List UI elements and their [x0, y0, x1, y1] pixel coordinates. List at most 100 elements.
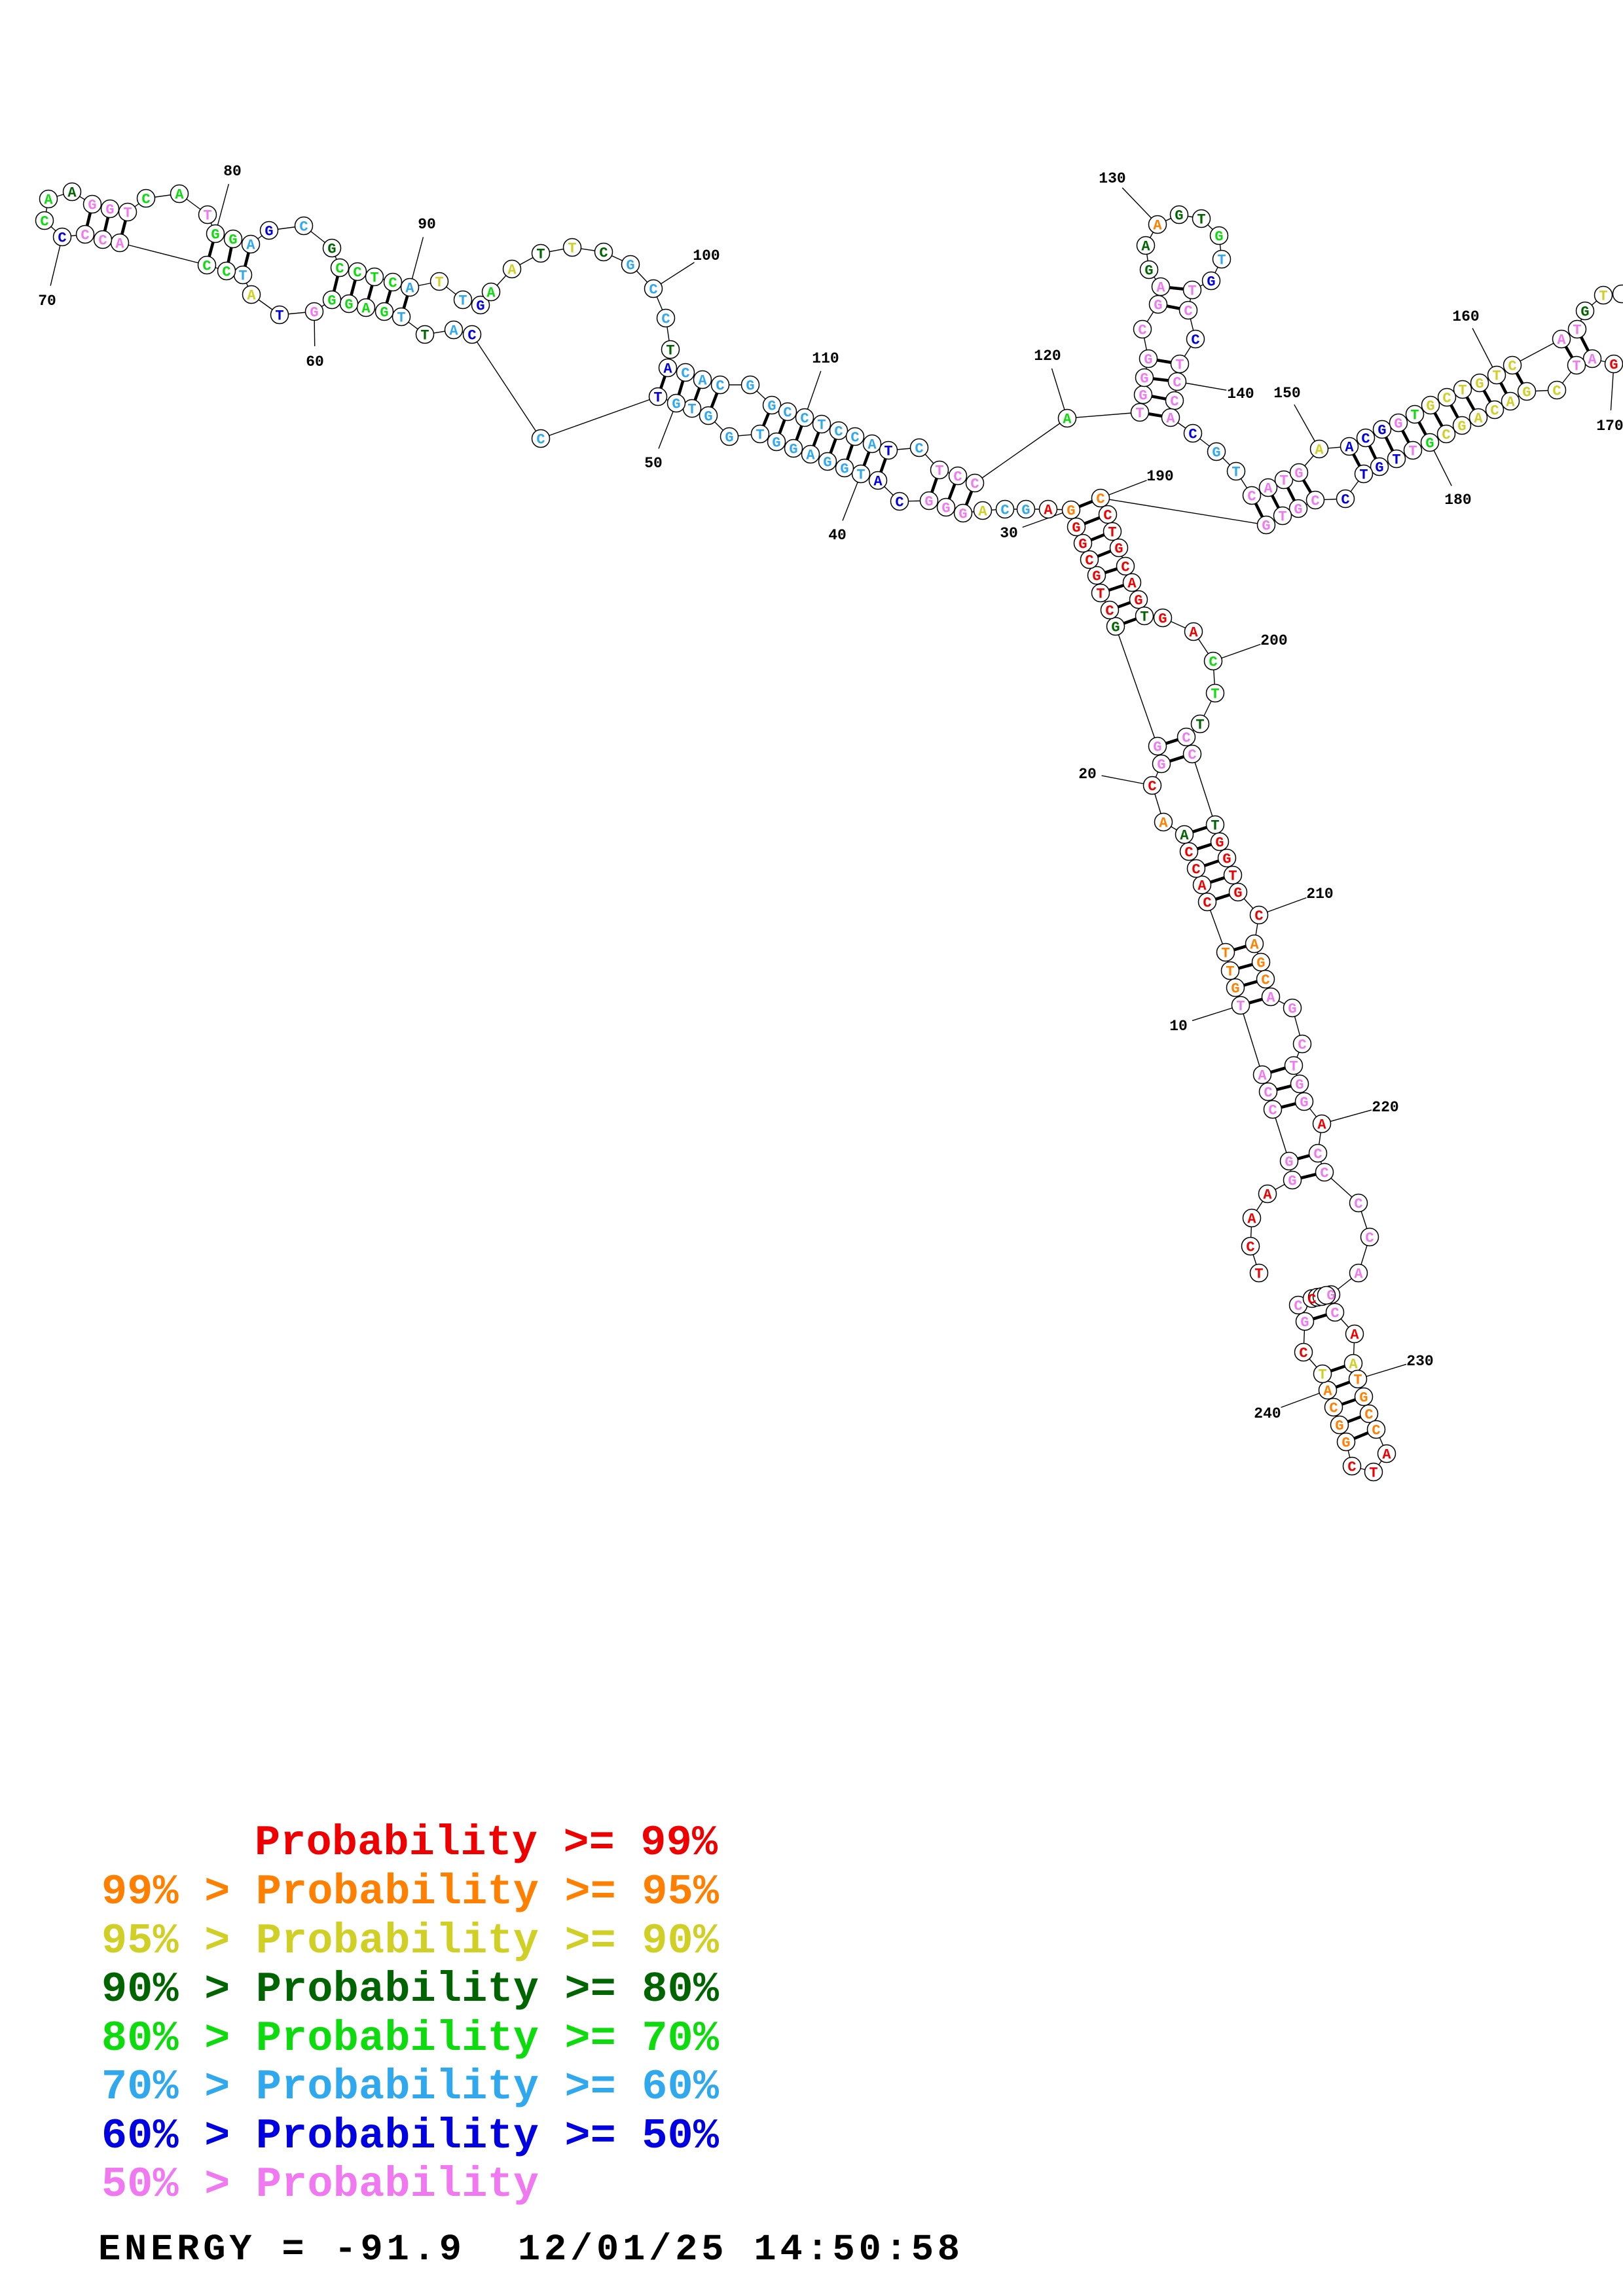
svg-text:C: C: [1182, 730, 1190, 747]
svg-text:T: T: [397, 310, 405, 327]
svg-text:G: G: [1134, 593, 1142, 609]
svg-text:G: G: [1377, 423, 1386, 439]
svg-text:A: A: [1258, 1068, 1267, 1085]
svg-text:180: 180: [1444, 492, 1471, 509]
svg-text:A: A: [1250, 937, 1259, 954]
svg-text:G: G: [626, 258, 634, 274]
svg-text:A: A: [1382, 1447, 1391, 1463]
svg-text:G: G: [1335, 1418, 1343, 1435]
svg-text:90% > Probability >= 80%: 90% > Probability >= 80%: [101, 1965, 720, 2014]
svg-text:T: T: [1211, 687, 1219, 703]
svg-text:210: 210: [1306, 886, 1333, 903]
svg-text:C: C: [388, 276, 397, 292]
svg-text:C: C: [1361, 431, 1370, 448]
svg-text:C: C: [299, 219, 308, 236]
svg-text:C: C: [800, 411, 809, 427]
svg-text:G: G: [211, 227, 219, 243]
svg-text:G: G: [1580, 304, 1589, 321]
svg-text:40: 40: [828, 527, 847, 544]
svg-text:G: G: [1067, 503, 1075, 520]
svg-text:G: G: [344, 297, 353, 314]
svg-text:G: G: [767, 399, 776, 415]
svg-text:T: T: [1410, 408, 1419, 424]
svg-text:C: C: [1085, 553, 1093, 569]
svg-text:G: G: [1111, 620, 1120, 636]
svg-text:C: C: [536, 432, 545, 448]
svg-text:T: T: [1108, 525, 1116, 541]
svg-text:A: A: [1350, 1327, 1359, 1344]
svg-text:A: A: [507, 262, 517, 279]
svg-text:G: G: [704, 409, 712, 425]
svg-text:T: T: [1254, 1266, 1263, 1283]
svg-text:C: C: [1552, 384, 1561, 400]
svg-text:T: T: [568, 241, 576, 257]
svg-text:C: C: [1184, 845, 1193, 861]
svg-text:T: T: [435, 275, 443, 291]
svg-text:G: G: [1294, 466, 1303, 482]
svg-text:T: T: [1599, 289, 1607, 305]
svg-text:T: T: [420, 328, 429, 344]
svg-text:C: C: [1442, 391, 1451, 407]
svg-text:C: C: [783, 405, 792, 422]
svg-text:C: C: [1138, 323, 1146, 339]
svg-text:G: G: [1300, 1315, 1309, 1331]
svg-text:190: 190: [1146, 468, 1173, 485]
svg-text:T: T: [1231, 465, 1240, 481]
svg-text:C: C: [1188, 747, 1196, 764]
svg-text:50: 50: [644, 455, 663, 472]
svg-text:Probability >= 99%: Probability >= 99%: [255, 1819, 718, 1867]
svg-text:C: C: [850, 430, 859, 446]
svg-text:A: A: [1063, 412, 1072, 428]
svg-text:G: G: [264, 224, 273, 240]
svg-text:C: C: [1261, 973, 1269, 989]
svg-text:G: G: [840, 461, 848, 478]
svg-text:C: C: [915, 441, 923, 457]
svg-text:T: T: [1278, 509, 1286, 526]
svg-text:A: A: [1197, 878, 1207, 895]
svg-text:G: G: [1092, 569, 1101, 585]
svg-text:C: C: [1341, 492, 1349, 509]
svg-text:A: A: [1506, 395, 1515, 411]
svg-text:T: T: [370, 270, 378, 287]
svg-text:A: A: [1166, 411, 1175, 427]
svg-text:G: G: [105, 202, 114, 219]
svg-text:G: G: [380, 305, 388, 321]
svg-text:T: T: [856, 467, 865, 484]
svg-text:C: C: [1307, 1292, 1316, 1308]
svg-text:A: A: [361, 301, 371, 317]
svg-text:220: 220: [1372, 1099, 1398, 1116]
svg-text:G: G: [1341, 1435, 1350, 1452]
svg-text:G: G: [1021, 503, 1030, 519]
svg-text:T: T: [1228, 869, 1237, 885]
svg-text:C: C: [1203, 895, 1211, 912]
svg-text:A: A: [663, 361, 672, 378]
svg-text:C: C: [895, 495, 903, 511]
svg-text:G: G: [1140, 371, 1148, 387]
svg-text:130: 130: [1099, 170, 1125, 187]
svg-text:G: G: [772, 435, 780, 452]
svg-text:T: T: [1289, 1059, 1298, 1075]
svg-text:A: A: [867, 437, 877, 454]
svg-text:T: T: [1188, 283, 1196, 300]
svg-text:C: C: [1299, 1346, 1307, 1362]
svg-text:C: C: [1170, 394, 1178, 410]
svg-text:T: T: [1197, 212, 1205, 228]
svg-text:T: T: [238, 268, 247, 285]
svg-text:A: A: [1345, 440, 1354, 456]
svg-text:G: G: [1144, 352, 1152, 368]
svg-text:C: C: [599, 245, 608, 262]
svg-text:T: T: [275, 308, 283, 325]
svg-text:A: A: [1323, 1384, 1332, 1400]
svg-text:G: G: [1609, 357, 1618, 374]
svg-text:T: T: [1408, 444, 1417, 460]
svg-text:70% > Probability >= 60%: 70% > Probability >= 60%: [101, 2063, 720, 2111]
svg-text:T: T: [666, 343, 674, 359]
svg-text:A: A: [67, 185, 77, 202]
svg-text:C: C: [1264, 1085, 1272, 1102]
svg-text:A: A: [1153, 218, 1162, 234]
svg-text:C: C: [1330, 1306, 1339, 1322]
svg-text:G: G: [1175, 208, 1183, 224]
svg-text:C: C: [1354, 1196, 1362, 1213]
svg-text:G: G: [1231, 981, 1239, 997]
svg-text:C: C: [1188, 427, 1197, 443]
